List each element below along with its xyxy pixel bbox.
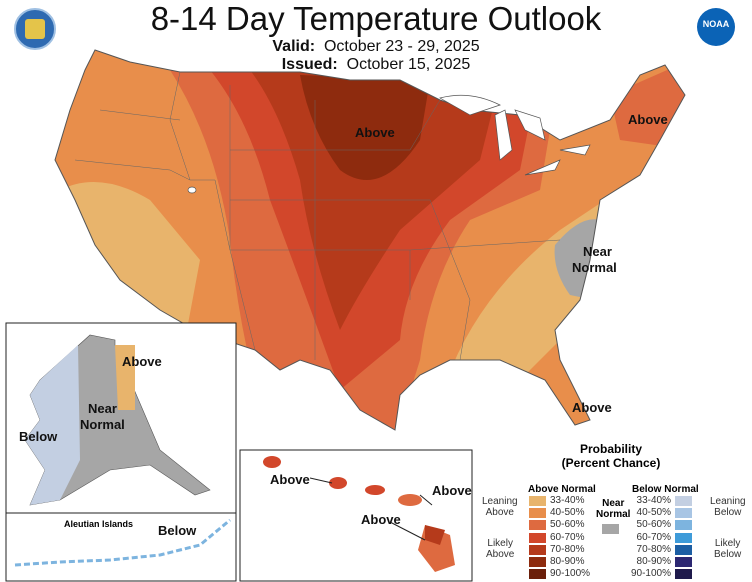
legend-range: 70-80% [550,543,585,555]
label-near-normal-1: Near [583,244,612,259]
issued-date: Issued: October 15, 2025 [0,56,752,74]
valid-dates: Valid: October 23 - 29, 2025 [0,38,752,56]
legend-swatch [675,557,692,567]
legend-range: 90-100% [630,568,671,580]
legend-swatch [529,496,546,506]
label-hawaii-above-3: Above [361,512,401,527]
label-above-northeast: Above [628,112,668,127]
legend-swatch [675,532,692,543]
label-alaska-below: Below [19,429,58,444]
likely-below-1: Likely [714,538,741,549]
issued-value: October 15, 2025 [346,56,471,73]
below-normal-header: Below Normal [632,484,699,495]
legend-swatch [529,532,546,543]
great-lakes [187,94,591,194]
leaning-above-1: Leaning [482,496,518,507]
label-alaska-near-2: Normal [80,417,125,432]
legend-range: 80-90% [636,556,671,567]
legend-swatch [529,544,546,555]
label-near-normal-2: Normal [572,260,617,275]
valid-value: October 23 - 29, 2025 [323,38,480,55]
legend-range: 90-100% [550,568,591,580]
legend-swatch [529,569,546,580]
legend-swatch [675,520,692,531]
label-aleutian-below: Below [158,523,197,538]
band-80-90 [300,75,430,180]
label-alaska-above: Above [122,354,162,369]
legend-range: 40-50% [636,507,671,519]
doc-seal-logo [14,8,56,50]
legend: Probability (Percent Chance) Above Normal… [470,440,752,582]
leaning-below-2: Below [714,507,742,518]
noaa-logo: NOAA [697,8,735,46]
legend-swatch [675,544,692,555]
likely-below-2: Below [714,549,742,560]
legend-range: 70-80% [636,543,671,555]
legend-swatch [675,496,692,506]
legend-range: 50-60% [550,519,585,531]
legend-range: 80-90% [550,556,585,567]
label-alaska-near-1: Near [88,401,117,416]
near-normal-1: Near [602,498,625,509]
legend-range: 50-60% [636,519,671,531]
legend-title: Probability [579,442,642,456]
label-hawaii-above-2: Above [432,483,472,498]
valid-label: Valid: [272,38,316,55]
likely-above-1: Likely [487,538,513,549]
legend-swatch [529,508,546,519]
above-normal-header: Above Normal [528,484,596,495]
issued-label: Issued: [281,56,338,73]
state-lines [74,71,561,361]
legend-subtitle: (Percent Chance) [561,456,661,470]
label-above-midwest: Above [355,125,395,140]
legend-range: 40-50% [550,507,585,519]
label-above-florida: Above [572,400,612,415]
page-title: 8-14 Day Temperature Outlook [150,0,602,37]
near-normal-2: Normal [596,509,631,520]
alaska-inset: Above Near Normal Below Aleutian Islands… [5,322,237,582]
leaning-below-1: Leaning [710,496,746,507]
legend-range: 33-40% [550,495,585,506]
legend-range: 60-70% [550,531,585,543]
label-hawaii-above-1: Above [270,472,310,487]
legend-swatch [675,508,692,519]
label-aleutian: Aleutian Islands [64,519,133,529]
likely-above-2: Above [486,549,515,560]
legend-range: 33-40% [636,495,671,506]
leaning-above-2: Above [485,507,514,518]
legend-swatch [675,569,692,580]
legend-swatch [529,520,546,531]
near-normal-swatch [602,524,619,534]
legend-swatch [529,557,546,567]
legend-range: 60-70% [636,531,671,543]
hawaii-inset: Above Above Above [239,449,473,582]
